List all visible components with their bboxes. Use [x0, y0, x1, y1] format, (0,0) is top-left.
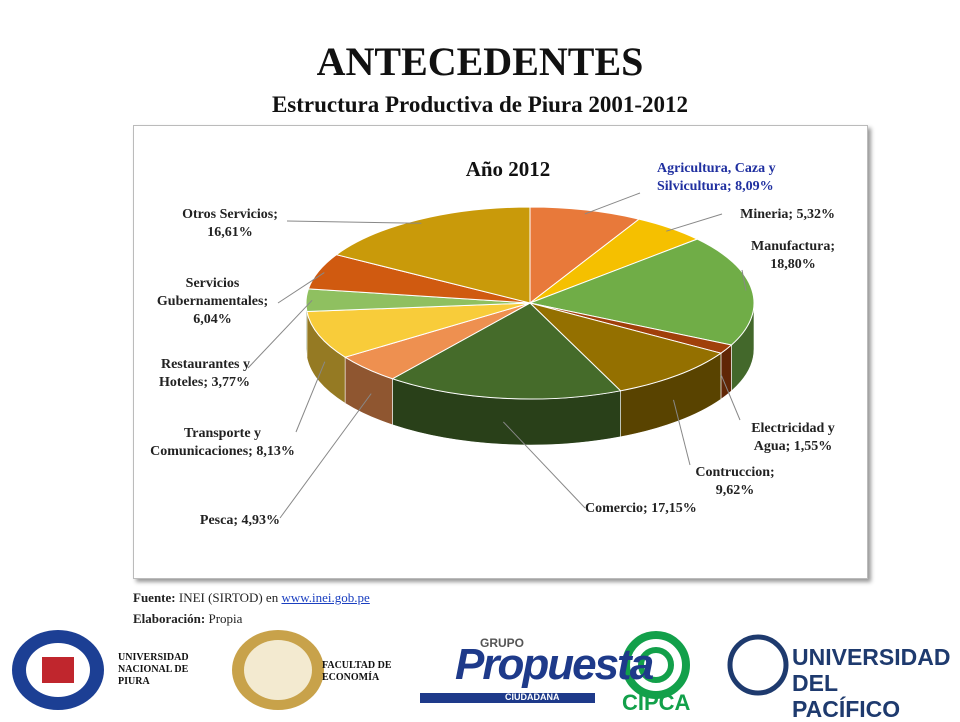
- leader-line: [666, 213, 723, 232]
- leader-line: [741, 269, 747, 291]
- data-label: Electricidad y Agua; 1,55%: [751, 421, 835, 454]
- leader-line: [277, 272, 325, 304]
- propuesta-bar: [420, 693, 595, 703]
- credit: Elaboración: Propia: [133, 611, 242, 627]
- leader-line: [295, 361, 326, 433]
- credit-text: Propia: [208, 611, 243, 626]
- chart: Año 2012: [247, 157, 755, 519]
- leader-line: [720, 374, 741, 421]
- cipca-ring: [622, 631, 690, 699]
- unp-shield: [42, 657, 74, 683]
- leader-line: [286, 220, 422, 224]
- data-label: Pesca; 4,93%: [199, 513, 280, 528]
- data-label: Mineria; 5,32%: [740, 207, 835, 222]
- credit-label: Elaboración:: [133, 611, 206, 626]
- slice: [306, 302, 531, 358]
- fac-seal-inner: [244, 640, 312, 700]
- grupo: GRUPO: [480, 636, 525, 650]
- faculty-name: FACULTAD DE ECONOMÍA: [322, 660, 392, 683]
- up-name: UNIVERSIDAD DEL PACÍFICO: [792, 644, 951, 722]
- ciudadana: CIUDADANA: [505, 692, 560, 702]
- slice: [391, 302, 622, 400]
- slice: [529, 206, 641, 305]
- slice: [335, 206, 531, 304]
- leader-line: [673, 399, 691, 466]
- data-label: Restaurantes y Hoteles; 3,77%: [159, 357, 250, 390]
- logos: [12, 630, 789, 710]
- source-text: INEI (SIRTOD) en: [178, 590, 279, 605]
- source: Fuente: INEI (SIRTOD) en www.inei.gob.pe: [133, 590, 370, 606]
- leader-line: [584, 192, 641, 215]
- data-label: Manufactura; 18,80%: [751, 239, 835, 272]
- source-link[interactable]: www.inei.gob.pe: [281, 590, 370, 605]
- slice: [528, 302, 723, 392]
- leader-line: [247, 299, 313, 369]
- up-seal: [727, 634, 789, 696]
- data-label: Contruccion; 9,62%: [695, 465, 775, 498]
- subtitle: Estructura Productiva de Piura 2001-2012: [271, 92, 689, 117]
- data-label: Transporte y Comunicaciones; 8,13%: [150, 426, 295, 459]
- propuesta: Propuesta: [455, 640, 654, 689]
- title: ANTECEDENTES: [316, 39, 644, 84]
- data-label: Agricultura, Caza y Silvicultura; 8,09%: [657, 161, 776, 194]
- leader-line: [279, 393, 372, 519]
- cipca: CIPCA: [622, 690, 691, 715]
- leader-line: [502, 421, 586, 509]
- data-label: Servicios Gubernamentales; 6,04%: [156, 276, 269, 327]
- slice: [528, 238, 755, 346]
- cipca-ring-inner: [638, 647, 674, 683]
- data-label: Otros Servicios; 16,61%: [182, 207, 278, 240]
- unp-name: UNIVERSIDAD NACIONAL DE PIURA: [118, 652, 189, 687]
- chart-title: Año 2012: [466, 157, 551, 181]
- slice-side: [720, 344, 732, 400]
- data-label: Comercio; 17,15%: [585, 501, 697, 516]
- source-label: Fuente:: [133, 590, 176, 605]
